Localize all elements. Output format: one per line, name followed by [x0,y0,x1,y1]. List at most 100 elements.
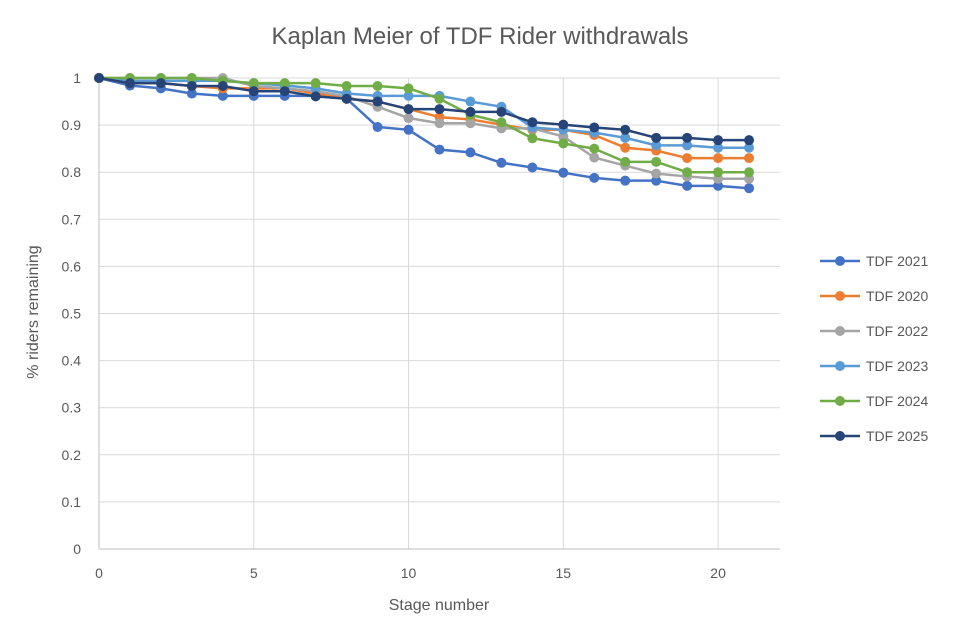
data-point [496,106,507,117]
data-point [527,162,538,173]
data-point [217,81,228,92]
data-point [465,118,476,129]
data-point [713,180,724,191]
data-point [527,133,538,144]
y-tick-label: 0.6 [62,258,82,274]
x-tick-label: 15 [556,565,572,581]
data-point [682,132,693,143]
data-point [403,83,414,94]
data-point [713,135,724,146]
data-point [496,117,507,128]
data-point [186,81,197,92]
data-point [589,122,600,133]
y-tick-label: 0.7 [62,211,82,227]
legend-label: TDF 2022 [866,323,928,339]
data-point [403,104,414,115]
y-tick-label: 0 [73,541,81,557]
data-point [744,135,755,146]
data-point [713,167,724,178]
data-point [341,93,352,104]
data-point [589,152,600,163]
data-point [620,142,631,153]
data-point [279,78,290,89]
legend-label: TDF 2025 [866,428,928,444]
data-point [651,156,662,167]
data-point [496,157,507,168]
y-tick-label: 0.3 [62,400,82,416]
y-tick-label: 0.2 [62,447,82,463]
legend-marker [835,326,845,336]
axes: 00.10.20.30.40.50.60.70.80.910 5 10 15 20 [62,70,780,581]
legend-marker [835,291,845,301]
legend-marker [835,396,845,406]
legend-item: TDF 2024 [820,393,928,409]
legend-label: TDF 2024 [866,393,928,409]
series-group [94,73,755,194]
y-tick-label: 1 [73,70,81,86]
legend-label: TDF 2023 [866,358,928,374]
data-point [217,90,228,101]
y-tick-label: 0.8 [62,164,82,180]
data-point [372,121,383,132]
data-point [558,119,569,130]
chart-title: Kaplan Meier of TDF Rider withdrawals [271,23,688,50]
y-tick-label: 0.9 [62,117,82,133]
data-point [744,142,755,153]
data-point [713,153,724,164]
y-axis-label: % riders remaining [25,245,42,378]
data-point [403,113,414,124]
data-point [465,96,476,107]
series-line [98,76,750,190]
series-line [99,76,750,181]
legend-marker [835,256,845,266]
data-point [434,144,445,155]
data-point [186,88,197,99]
legend-label: TDF 2020 [866,288,928,304]
data-point [248,86,259,97]
data-point [310,78,321,89]
legend-marker [835,431,845,441]
data-point [682,153,693,164]
data-point [186,73,197,83]
data-point [527,117,538,128]
data-point [372,81,383,92]
data-point [713,142,724,153]
x-tick-label: 5 [250,565,258,581]
data-point [124,78,135,89]
x-tick-label: 0 [95,565,103,581]
x-axis-label: Stage number [389,597,490,614]
data-point [682,180,693,191]
legend-marker [835,361,845,371]
data-point [341,81,352,92]
legend-item: TDF 2023 [820,358,928,374]
legend-label: TDF 2021 [866,253,928,269]
data-point [155,78,166,89]
legend-item: TDF 2021 [820,253,928,269]
data-point [744,153,755,164]
data-point [94,73,104,83]
data-point [651,168,662,179]
data-point [434,93,445,104]
data-point [620,175,631,186]
series-line [98,76,750,149]
data-point [403,90,414,101]
data-point [434,104,445,115]
data-point [310,91,321,102]
series-line [99,76,750,174]
data-point [620,156,631,167]
data-point [465,147,476,158]
legend-item: TDF 2022 [820,323,928,339]
series-tdf-2021 [94,73,755,194]
data-point [744,183,755,194]
data-point [589,172,600,183]
y-tick-label: 0.5 [62,306,82,322]
x-tick-label: 10 [401,565,417,581]
y-tick-label: 0.4 [62,353,82,369]
data-point [620,132,631,143]
data-point [248,78,259,89]
legend: TDF 2021 TDF 2020 TDF 2022 TDF 2023 TDF 2024… [820,253,928,444]
data-point [403,124,414,135]
series-tdf-2025 [94,73,755,146]
